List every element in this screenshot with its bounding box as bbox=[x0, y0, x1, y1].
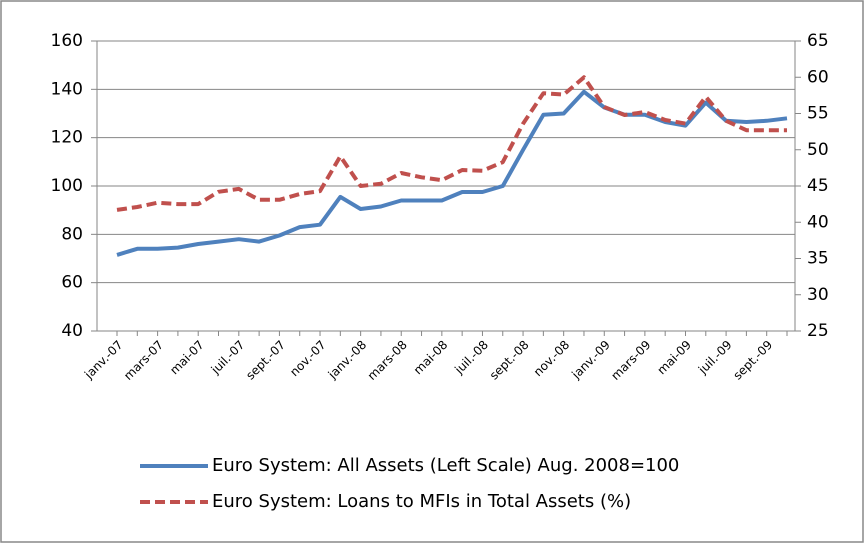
y-tick-label: 40 bbox=[61, 321, 83, 341]
y2-tick-label: 60 bbox=[807, 67, 829, 87]
y2-tick-label: 30 bbox=[807, 285, 829, 305]
y2-tick-label: 40 bbox=[807, 212, 829, 232]
series-line bbox=[116, 75, 787, 212]
y2-tick-label: 50 bbox=[807, 140, 829, 160]
legend-label: Euro System: Loans to MFIs in Total Asse… bbox=[212, 491, 631, 512]
y2-tick-label: 65 bbox=[807, 31, 829, 51]
y2-tick-label: 25 bbox=[807, 321, 829, 341]
y-tick-label: 120 bbox=[51, 128, 83, 148]
y-tick-label: 80 bbox=[61, 224, 83, 244]
y-tick-label: 140 bbox=[51, 79, 83, 99]
y-tick-label: 60 bbox=[61, 273, 83, 293]
legend-label: Euro System: All Assets (Left Scale) Aug… bbox=[212, 455, 679, 476]
y2-tick-label: 55 bbox=[807, 104, 829, 124]
y-tick-label: 100 bbox=[51, 176, 83, 196]
y2-tick-label: 35 bbox=[807, 249, 829, 269]
y-tick-label: 160 bbox=[51, 31, 83, 51]
y2-tick-label: 45 bbox=[807, 176, 829, 196]
